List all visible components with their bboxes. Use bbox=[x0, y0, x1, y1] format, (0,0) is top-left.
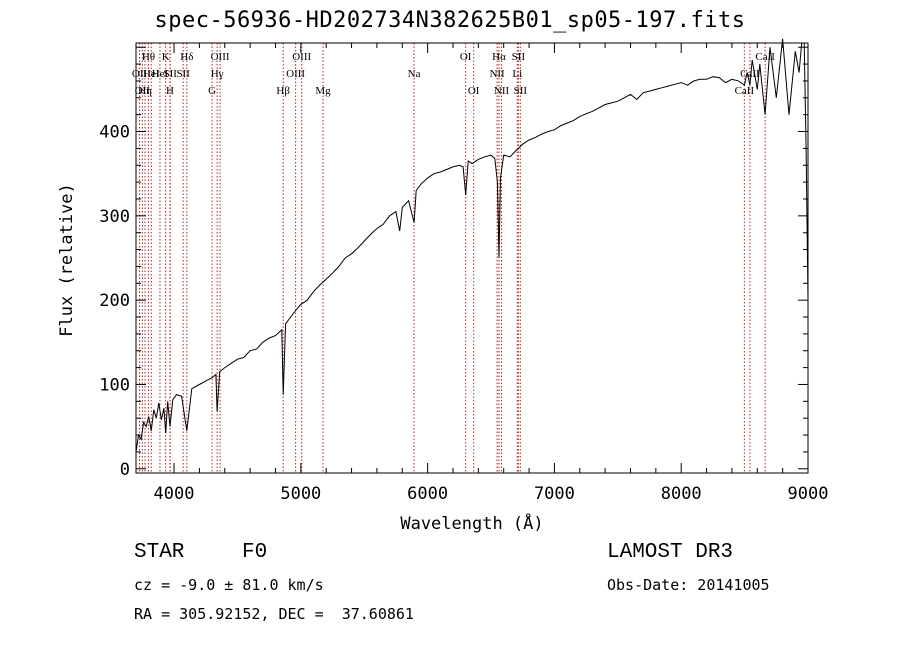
observation-date: Obs-Date: 20141005 bbox=[607, 576, 770, 594]
line-label-26: SII bbox=[514, 85, 528, 97]
line-label-21: NII bbox=[489, 68, 505, 80]
line-label-4: HeI bbox=[143, 68, 160, 80]
x-tick-label: 9000 bbox=[788, 484, 829, 504]
line-label-1: OII bbox=[135, 85, 151, 97]
y-tick-label: 200 bbox=[99, 291, 130, 311]
line-label-8: H bbox=[166, 85, 174, 97]
line-label-20: OI bbox=[468, 85, 480, 97]
line-label-3: Hθ bbox=[142, 51, 155, 63]
x-axis: 4000 5000 6000 7000 8000 9000 bbox=[154, 43, 829, 504]
line-label-19: OI bbox=[460, 51, 472, 63]
y-tick-label: 0 bbox=[120, 460, 130, 480]
x-tick-label: 5000 bbox=[280, 484, 321, 504]
object-subclass: F0 bbox=[242, 541, 268, 564]
object-class: STAR bbox=[134, 541, 185, 564]
line-label-16: OIII bbox=[292, 51, 311, 63]
line-label-18: Na bbox=[408, 68, 421, 80]
line-label-5: HeI bbox=[152, 68, 169, 80]
emission-line-markers bbox=[139, 43, 766, 473]
survey-name: LAMOST DR3 bbox=[607, 541, 734, 564]
line-label-23: NII bbox=[494, 85, 510, 97]
line-label-27: CaII bbox=[735, 85, 755, 97]
chart-title: spec-56936-HD202734N382625B01_sp05-197.f… bbox=[154, 8, 746, 33]
spectrum-line bbox=[135, 38, 809, 452]
y-tick-label: 400 bbox=[99, 123, 130, 143]
line-label-25: SII bbox=[512, 51, 526, 63]
line-label-12: Hγ bbox=[211, 68, 224, 80]
line-label-9: Hδ bbox=[180, 51, 193, 63]
y-axis-label: Flux (relative) bbox=[57, 183, 77, 337]
line-label-15: OIII bbox=[286, 68, 305, 80]
coordinates: RA = 305.92152, DEC = 37.60861 bbox=[134, 605, 414, 623]
y-tick-label: 100 bbox=[99, 375, 130, 395]
line-label-22: Hα bbox=[492, 51, 506, 63]
x-axis-label: Wavelength (Å) bbox=[400, 512, 543, 534]
line-label-29: CaII bbox=[755, 51, 775, 63]
x-tick-label: 7000 bbox=[534, 484, 575, 504]
emission-line-labels: OIIOIIHηHθHeIHeIKSIIHHδSIIGHγOIIIHβOIIIO… bbox=[132, 51, 775, 97]
line-label-14: Hβ bbox=[276, 85, 290, 97]
y-tick-label: 300 bbox=[99, 207, 130, 227]
line-label-2: Hη bbox=[138, 85, 152, 97]
line-label-13: OIII bbox=[211, 51, 230, 63]
line-label-11: G bbox=[208, 85, 216, 97]
x-tick-label: 8000 bbox=[661, 484, 702, 504]
redshift-velocity: cz = -9.0 ± 81.0 km/s bbox=[134, 576, 324, 594]
x-tick-label: 4000 bbox=[154, 484, 195, 504]
line-label-17: Mg bbox=[315, 85, 331, 97]
y-axis: 0 100 200 300 400 bbox=[99, 46, 808, 480]
line-label-24: Li bbox=[512, 68, 522, 80]
line-label-7: SII bbox=[164, 68, 178, 80]
plot-frame bbox=[135, 42, 809, 474]
x-tick-label: 6000 bbox=[407, 484, 448, 504]
line-label-10: SII bbox=[176, 68, 190, 80]
line-label-6: K bbox=[162, 51, 170, 63]
